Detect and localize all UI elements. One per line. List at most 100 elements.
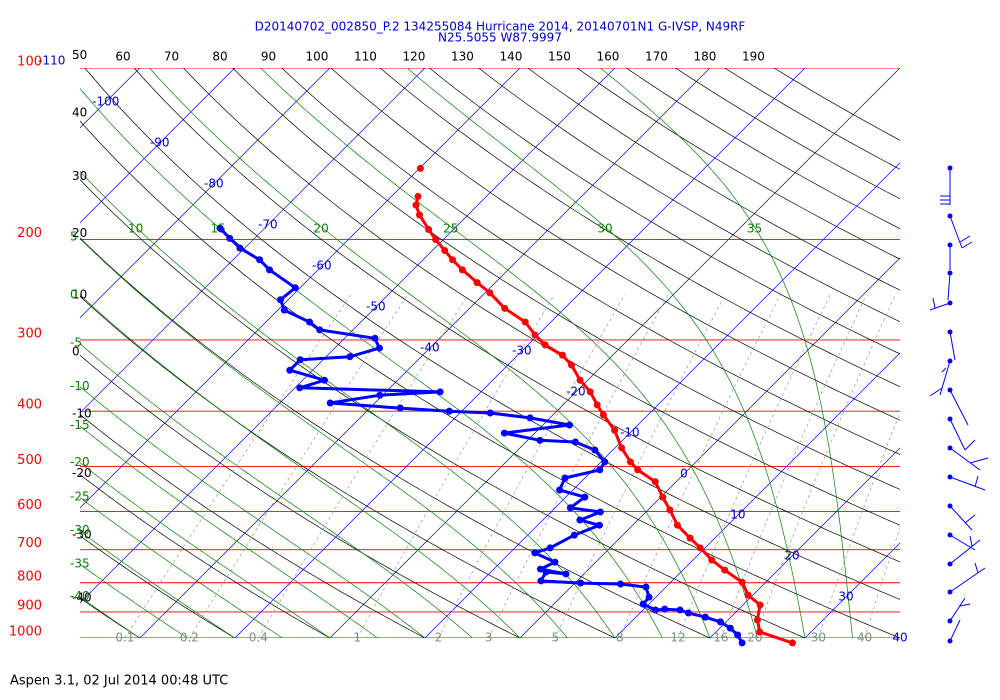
wind-barb [949,389,969,426]
isotherm-label: -100 [92,95,119,109]
profile-point [306,318,314,326]
profile-point [599,411,607,419]
profile-point [526,414,534,422]
dry-adiabat-label: 80 [212,50,227,64]
dry-adiabat [80,120,900,638]
mixing-ratio-label: 0.4 [249,631,268,645]
profile-point [642,583,650,591]
dry-adiabat-label: 120 [403,50,426,64]
wind-barb [964,439,976,451]
wind-barb [949,418,966,451]
profile-point [416,211,424,219]
profile-point [536,565,544,573]
moist-adiabat-label: 0 [70,287,78,301]
wind-barb-dot [947,561,953,567]
wind-barb-dot [947,416,953,422]
profile-point [639,600,647,608]
moist-adiabat-label: 10 [128,222,143,236]
mixing-ratio-line [677,294,831,638]
wind-barb [949,447,981,471]
dry-adiabat-label: 60 [115,50,130,64]
dry-adiabat [232,68,900,490]
wind-barb-dot [947,242,953,248]
isotherm-label: -70 [258,218,278,232]
profile-point [226,234,234,242]
dry-adiabat [182,68,900,526]
profile-point [416,164,424,172]
y-tick-label: 900 [17,598,42,613]
profile-point [473,279,481,287]
profile-point [501,304,509,312]
profile-point [676,606,684,614]
moist-adiabat [80,294,521,638]
moist-adiabat [80,238,568,638]
isotherm [709,447,900,638]
moist-adiabat [80,596,141,638]
profile-point [561,474,569,482]
wind-barb-dot [947,638,953,644]
profile-point [684,609,692,617]
profile-point [542,568,550,576]
moist-adiabat-label: -30 [70,523,90,537]
profile-point [721,566,729,574]
mixing-ratio-label: 5 [551,631,559,645]
profile-point [673,521,681,529]
mixing-ratio-line [189,294,408,638]
wind-barb-dot [947,618,953,624]
y-tick-label: 400 [17,398,42,413]
profile-point [412,201,420,209]
isotherm-label: -110 [38,54,65,68]
moist-adiabat [600,68,853,638]
wind-barb [932,297,936,309]
profile-point [696,544,704,552]
isotherm-label: -60 [312,259,332,273]
profile-point [346,353,354,361]
dry-adiabat-label: 10 [72,287,87,301]
isotherm [80,68,616,604]
dry-adiabat [674,68,900,200]
profile-point [734,631,742,639]
profile-point [432,236,440,244]
profile-point [701,613,709,621]
dry-adiabat-label: 40 [72,106,87,120]
wind-barb-dot [947,213,953,219]
profile-point [577,579,585,587]
profile-point [616,580,624,588]
isotherm-label: -40 [420,341,440,355]
background-lines [80,68,900,638]
profile-point [536,436,544,444]
wind-barb-dot [947,387,953,393]
mixing-ratio-label: 8 [616,631,624,645]
profile-point [586,388,594,396]
y-tick-label: 500 [17,453,42,468]
profile-point [266,266,274,274]
moist-adiabat [80,170,616,638]
moist-adiabat-label: -15 [70,418,90,432]
wind-barb [949,331,956,361]
dry-adiabat-label: 160 [597,50,620,64]
moist-adiabat-label: -40 [70,589,90,603]
dry-adiabat [527,68,900,291]
dry-adiabat-label: -30 [72,528,92,542]
profile-point [716,618,724,626]
isotherm-label: -10 [620,426,640,440]
profile-point [611,426,619,434]
dry-adiabat-label: 100 [306,50,329,64]
profile-point [441,246,449,254]
profile-point [371,334,379,342]
wind-barb [961,241,973,249]
wind-barb [949,476,986,491]
profile-point [576,516,584,524]
y-tick-label: 100 [17,55,42,70]
dry-adiabat-label: 30 [72,169,87,183]
mixing-ratio-label: 0.2 [180,631,199,645]
dry-adiabat [133,68,900,563]
mixing-ratio-line [488,294,669,638]
profile-point [286,366,294,374]
profile-point [458,266,466,274]
isotherm-label: 40 [892,631,907,645]
isotherm [804,542,900,638]
isotherm [614,352,900,638]
isotherm [234,68,806,638]
dry-adiabat [478,68,900,323]
